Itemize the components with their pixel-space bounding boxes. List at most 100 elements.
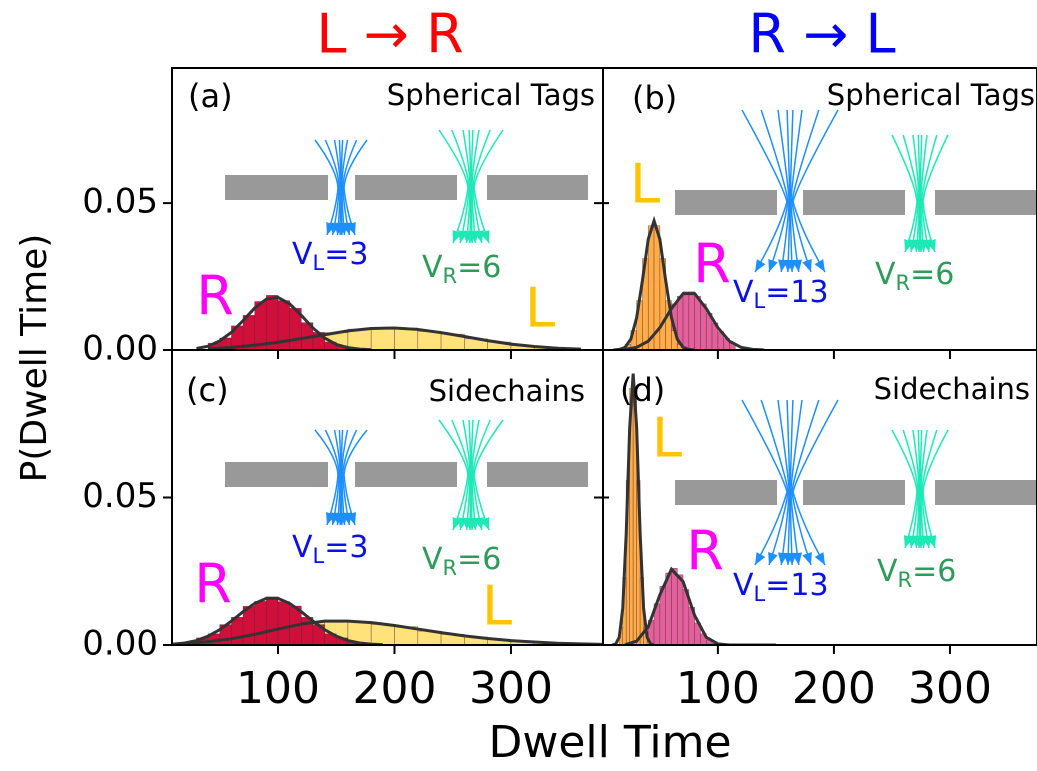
y-tick-label: 0.00 xyxy=(82,624,158,664)
flow-label: VR=6 xyxy=(877,554,956,593)
flow-arrowhead xyxy=(346,512,356,525)
membrane-segment xyxy=(487,175,588,200)
flow-line xyxy=(438,129,469,244)
membrane-segment xyxy=(355,462,457,487)
histogram-bar xyxy=(254,601,267,645)
membrane-segment xyxy=(225,462,328,487)
y-tick-label: 0.05 xyxy=(82,182,158,222)
flow-line xyxy=(451,129,470,244)
flow-arrowhead xyxy=(792,552,803,565)
flow-arrowhead xyxy=(814,259,825,272)
x-tick-label: 200 xyxy=(792,663,876,714)
panel-title: Spherical Tags xyxy=(387,78,595,112)
flow-arrowhead xyxy=(926,535,937,548)
series-label: R xyxy=(194,553,232,616)
flow-line xyxy=(340,139,349,236)
fit-curve xyxy=(624,566,776,645)
fit-curve xyxy=(624,292,765,350)
flow-line xyxy=(741,399,788,566)
flow-label-rest: =6 xyxy=(457,542,501,577)
membrane-segment xyxy=(803,190,905,215)
flow-label-sub: L xyxy=(754,289,766,313)
flow-line xyxy=(791,109,820,273)
y-tick-label: 0.00 xyxy=(82,329,158,369)
histogram-bar xyxy=(394,327,419,350)
flow-label-sub: L xyxy=(313,251,325,275)
panel-label: (b) xyxy=(632,79,677,117)
panel-label: (a) xyxy=(188,77,233,115)
fit-curve xyxy=(196,295,372,350)
flow-line xyxy=(472,129,491,244)
histogram-bar xyxy=(370,624,395,645)
histogram-bar xyxy=(370,327,395,350)
histogram-bar xyxy=(417,331,442,350)
x-tick-label: 300 xyxy=(469,663,553,714)
histogram-bar xyxy=(688,291,695,350)
plot-area xyxy=(173,419,603,645)
panel-title: Sidechains xyxy=(429,374,585,408)
column-title: L → R xyxy=(316,3,463,66)
flow-arrowhead xyxy=(802,259,812,272)
flow-line xyxy=(473,129,504,244)
flow-line xyxy=(472,419,491,531)
flow-arrowhead xyxy=(480,517,490,530)
flow-line xyxy=(792,399,839,566)
flow-line xyxy=(891,134,918,253)
fit-curve xyxy=(613,215,695,350)
x-tick-label: 300 xyxy=(908,663,992,714)
histogram-bar xyxy=(671,567,678,645)
flow-line xyxy=(902,134,919,253)
panel-label: (c) xyxy=(186,371,229,409)
flow-label-rest: =6 xyxy=(912,554,956,589)
flow-label-rest: =13 xyxy=(765,568,828,603)
flow-label: VR=6 xyxy=(422,250,501,289)
flow-line xyxy=(789,399,803,566)
flow-label-main: V xyxy=(422,542,443,577)
flow-line xyxy=(919,134,928,253)
flow-label-main: V xyxy=(875,257,896,292)
flow-label: VR=6 xyxy=(422,542,501,581)
plot-area xyxy=(613,109,1037,350)
flow-arrowhead xyxy=(346,222,356,235)
flow-line xyxy=(342,139,358,236)
flow-label: VR=6 xyxy=(875,257,954,296)
flow-label-sub: R xyxy=(898,568,913,592)
flow-label-main: V xyxy=(877,554,898,589)
histogram-bar xyxy=(277,601,290,645)
flow-arrowhead xyxy=(768,552,778,565)
flow-line xyxy=(324,429,340,526)
x-tick-label: 100 xyxy=(676,663,760,714)
flow-line xyxy=(792,109,839,273)
flow-line xyxy=(343,139,368,236)
flow-label-sub: L xyxy=(313,544,325,568)
flow-line xyxy=(789,109,803,273)
fit-curve xyxy=(611,373,655,645)
membrane-segment xyxy=(355,175,457,200)
histogram-bar xyxy=(647,225,655,350)
flow-line xyxy=(314,139,339,236)
plot-area xyxy=(196,129,588,350)
plot-area xyxy=(611,373,1037,645)
flow-label-sub: R xyxy=(443,556,458,580)
flow-arrowhead xyxy=(814,552,825,565)
fit-curve xyxy=(208,326,581,350)
flow-line xyxy=(451,419,470,531)
x-tick-label: 200 xyxy=(352,663,436,714)
series-label: L xyxy=(482,575,512,638)
flow-arrowhead xyxy=(768,259,778,272)
membrane-segment xyxy=(803,480,905,505)
series-label: L xyxy=(630,153,660,216)
flow-line xyxy=(902,429,919,549)
flow-label: VL=3 xyxy=(292,530,368,569)
flow-label: VL=13 xyxy=(733,568,829,607)
histogram-bar xyxy=(665,572,672,645)
flow-line xyxy=(922,429,949,549)
flow-label-main: V xyxy=(422,250,443,285)
y-tick-label: 0.05 xyxy=(82,476,158,516)
flow-label-main: V xyxy=(733,275,754,310)
flow-arrowhead xyxy=(926,239,936,252)
flow-label-rest: =6 xyxy=(910,257,954,292)
flow-arrowhead xyxy=(802,552,812,565)
flow-line xyxy=(791,399,820,566)
flow-line xyxy=(760,109,789,273)
